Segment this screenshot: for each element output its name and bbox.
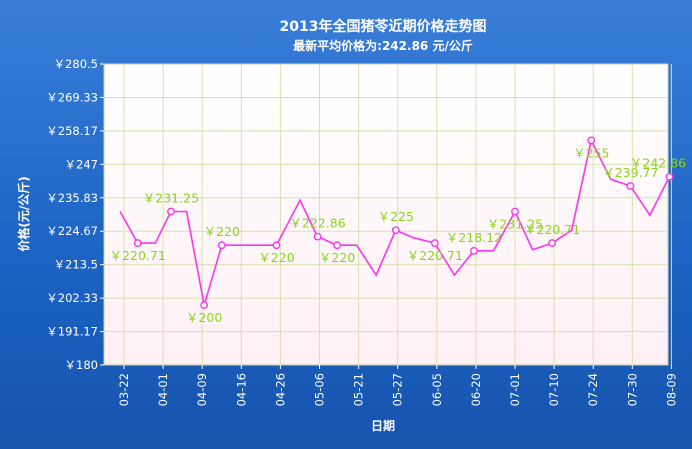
x-tick-label: 07-01 [508,373,522,406]
plot-area [103,63,669,366]
data-label: ￥225 [378,209,414,224]
x-tick-label: 03-22 [117,373,131,406]
y-tick-label: ￥202.33 [46,291,98,305]
y-tick-label: ￥258.17 [46,124,98,138]
data-labels: ￥220.71￥231.25￥200￥220￥220￥222.86￥220￥22… [110,145,687,325]
x-axis-label: 日期 [371,418,395,433]
data-point [200,301,209,309]
data-label: ￥220 [319,250,355,265]
data-label: ￥220 [204,224,240,239]
data-label: ￥220.71 [524,222,580,237]
y-tick-label: ￥269.33 [46,90,98,104]
x-axis-ticks: 03-22 04-01 04-09 04-16 04-26 05-06 05-21 05-27… [117,365,678,406]
chart-title: 2013年全国猪苓近期价格走势图 [280,18,487,35]
data-point [391,226,400,235]
x-tick-label: 07-30 [625,373,639,406]
series-price [119,136,674,309]
y-tick-label: ￥180 [65,358,98,372]
x-tick-label: 07-24 [586,373,600,406]
x-tick-label: 06-05 [430,373,444,406]
data-label: ￥200 [186,310,222,325]
x-tick-label: 04-09 [195,373,209,406]
x-tick-label: 04-26 [273,373,287,406]
y-tick-label: ￥224.67 [46,224,98,238]
x-tick-label: 07-10 [547,373,561,406]
data-point [511,207,519,216]
x-tick-label: 05-21 [352,373,366,406]
data-label: ￥222.86 [289,216,345,231]
data-label: ￥255 [573,145,609,160]
data-point [217,241,226,250]
data-label: ￥242.86 [630,156,686,171]
y-tick-label: ￥213.5 [54,258,98,272]
data-label: ￥231.25 [487,217,543,232]
series-line [119,138,671,306]
data-point [587,136,596,145]
data-label: ￥220.71 [110,248,166,263]
data-point [548,239,557,247]
x-tick-label: 04-16 [234,373,248,406]
data-point [167,207,175,216]
data-point [313,232,322,241]
chart-subtitle: 最新平均价格为:242.86 元/公斤 [293,38,473,53]
y-tick-label: ￥280.5 [54,57,98,71]
x-tick-label: 05-06 [313,373,327,406]
data-label: ￥220.71 [407,248,463,263]
y-axis-label: 价格(元/公斤) [16,176,31,251]
data-label: ￥231.25 [143,191,199,206]
y-axis-ticks: ￥180 ￥191.17 ￥202.33 ￥213.5 ￥224.67 ￥235.83 ￥2… [46,57,104,372]
y-tick-label: ￥247 [65,157,98,171]
x-tick-label: 04-01 [156,373,170,406]
data-point [133,239,142,247]
y-tick-label: ￥235.83 [46,191,98,205]
data-point [430,239,439,247]
x-tick-label: 08-09 [664,373,678,406]
x-tick-label: 05-27 [391,373,405,406]
data-label: ￥218.12 [446,230,502,245]
data-point [470,246,478,255]
x-tick-label: 06-20 [469,373,483,406]
data-point [333,241,341,250]
data-label: ￥220 [258,250,294,265]
data-point [272,241,281,250]
data-point [665,172,674,181]
y-tick-label: ￥191.17 [46,325,98,339]
data-label: ￥239.77 [602,165,658,180]
data-point [626,182,635,190]
